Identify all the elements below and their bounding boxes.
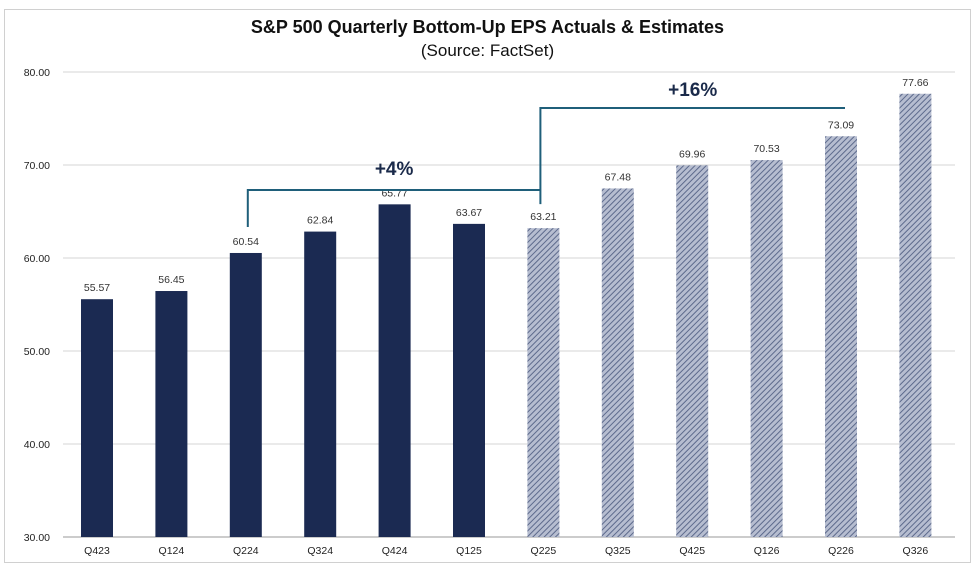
bar-Q326 [899,93,932,538]
annotation-plus16: +16% [668,80,717,101]
data-label: 77.66 [902,77,928,89]
y-tick-label: 30.00 [24,532,50,544]
x-tick-label: Q326 [903,545,929,557]
data-label: 62.84 [307,215,333,227]
chart-subtitle: (Source: FactSet) [420,41,555,60]
data-label: 70.53 [753,143,779,155]
x-tick-label: Q124 [159,545,185,557]
data-label: 56.45 [158,274,184,286]
bar-Q224 [229,252,262,537]
bracket-plus4 [246,189,541,227]
y-tick-label: 70.00 [24,160,50,172]
y-tick-label: 50.00 [24,346,50,358]
bracket-plus16 [539,107,845,205]
bar-Q125 [453,223,485,537]
bar-Q226 [825,136,857,537]
annotation-plus4: +4% [375,159,414,180]
data-label: 63.21 [530,211,556,223]
x-tick-label: Q224 [233,545,259,557]
y-tick-label: 40.00 [24,439,50,451]
x-tick-label: Q325 [605,545,631,557]
bar-Q324 [304,231,337,537]
data-label: 67.48 [605,171,631,183]
bar-Q124 [155,291,188,537]
x-tick-label: Q126 [754,545,780,557]
x-tick-label: Q324 [307,545,333,557]
data-label: 69.96 [679,148,705,160]
bar-Q126 [750,160,783,538]
bar-Q425 [676,165,709,537]
x-tick-label: Q423 [84,545,110,557]
chart-title: S&P 500 Quarterly Bottom-Up EPS Actuals … [250,17,725,37]
data-label: 60.54 [233,236,259,248]
data-label: 55.57 [84,282,110,294]
x-tick-label: Q125 [456,545,482,557]
y-tick-label: 60.00 [24,253,50,265]
x-tick-label: Q424 [382,545,408,557]
x-tick-label: Q425 [679,545,705,557]
x-tick-label: Q226 [828,545,854,557]
bar-Q225 [527,228,560,537]
x-tick-label: Q225 [531,545,557,557]
data-label: 63.67 [456,207,482,219]
data-label: 73.09 [828,119,854,131]
bar-Q424 [378,204,411,538]
bar-Q325 [601,188,634,537]
y-tick-label: 80.00 [24,67,50,79]
bar-Q423 [81,299,113,537]
